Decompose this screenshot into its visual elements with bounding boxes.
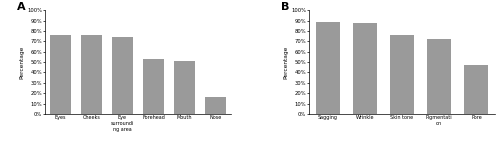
Bar xyxy=(144,59,164,114)
Bar xyxy=(390,35,414,114)
Bar xyxy=(427,39,452,114)
Bar xyxy=(206,97,226,114)
Text: B: B xyxy=(281,2,289,12)
Bar xyxy=(82,35,102,114)
Bar xyxy=(464,65,488,114)
Text: A: A xyxy=(17,2,25,12)
Bar xyxy=(316,22,340,114)
Y-axis label: Percentage: Percentage xyxy=(20,45,24,79)
Bar xyxy=(50,35,70,114)
Y-axis label: Percentage: Percentage xyxy=(284,45,288,79)
Bar xyxy=(174,61,195,114)
Bar xyxy=(352,23,377,114)
Bar xyxy=(112,37,132,114)
